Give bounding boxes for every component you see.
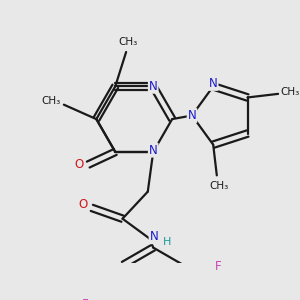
Text: F: F xyxy=(82,298,89,300)
Text: O: O xyxy=(78,198,87,211)
Text: CH₃: CH₃ xyxy=(118,37,138,47)
Text: F: F xyxy=(215,260,222,273)
Text: N: N xyxy=(188,109,196,122)
Text: N: N xyxy=(149,144,158,157)
Text: CH₃: CH₃ xyxy=(42,96,61,106)
Text: CH₃: CH₃ xyxy=(280,87,299,97)
Text: O: O xyxy=(75,158,84,171)
Text: H: H xyxy=(163,237,171,247)
Text: N: N xyxy=(149,80,158,93)
Text: CH₃: CH₃ xyxy=(209,181,228,191)
Text: N: N xyxy=(149,230,158,243)
Text: N: N xyxy=(209,77,218,90)
